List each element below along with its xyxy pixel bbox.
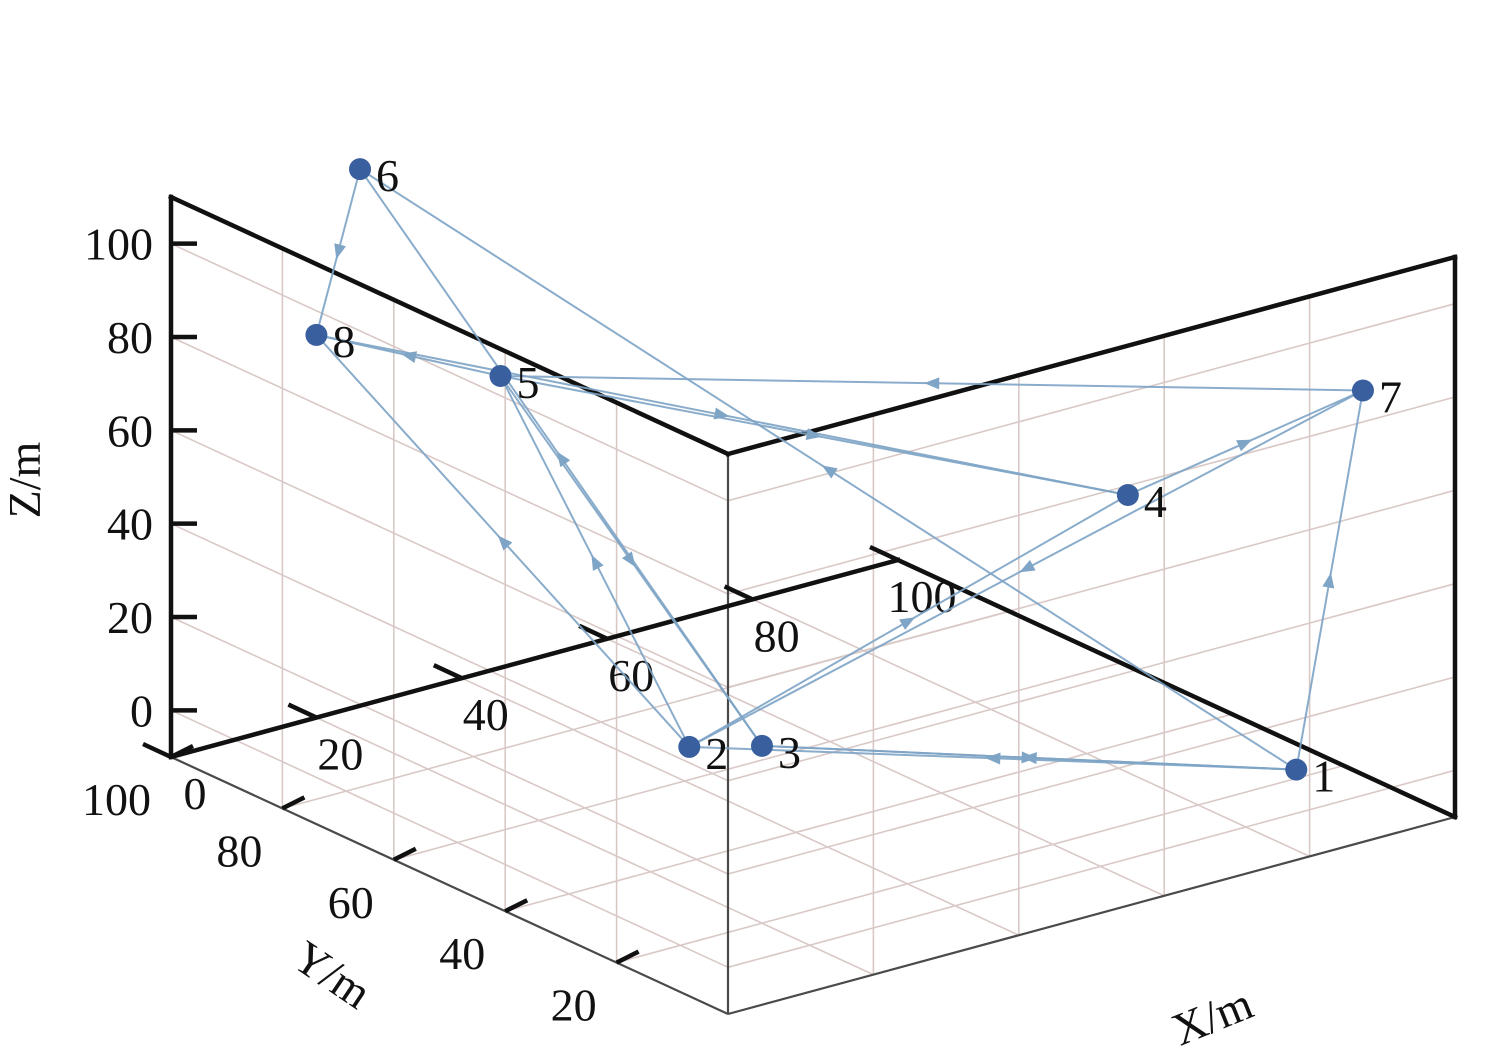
z-tick-label: 40: [107, 499, 153, 550]
frame-x-axis: [168, 557, 901, 760]
z-tick-label: 0: [130, 685, 153, 736]
z-tick-label: 20: [107, 592, 153, 643]
point-label: 8: [332, 316, 355, 367]
grid-line-floor-x: [606, 638, 1165, 897]
x-tick-mark: [432, 663, 463, 681]
path-arrow: [985, 752, 1001, 765]
x-tick-mark: [723, 584, 754, 602]
inner-axis-x: [727, 815, 1456, 1016]
path-arrow: [1236, 439, 1253, 452]
point-label: 6: [376, 150, 399, 201]
y-tick-label: 60: [328, 877, 374, 928]
y-axis-title: Y/m: [284, 931, 380, 1019]
grid-line-right-wall-z: [727, 396, 1456, 595]
grid-line-floor-y: [616, 764, 1344, 964]
path-arrow: [497, 535, 513, 551]
data-point: [751, 734, 773, 757]
x-tick-mark: [578, 623, 609, 641]
x-tick-mark: [287, 702, 318, 720]
y-tick-mark: [504, 898, 529, 914]
grid-line-right-wall-z: [727, 769, 1456, 969]
x-tick-label: 60: [608, 650, 654, 701]
grid-line-floor-y: [393, 662, 1122, 861]
axis-frame: [168, 194, 1458, 1016]
path-arrow: [401, 351, 418, 363]
y-tick-label: 100: [82, 774, 151, 825]
y-tick-mark: [392, 846, 417, 862]
data-point: [1116, 483, 1139, 506]
data-point: [1285, 758, 1308, 781]
y-tick-mark: [281, 795, 306, 811]
grid-line-right-wall-z: [727, 676, 1456, 875]
grid-line-right-wall-z: [727, 582, 1456, 782]
data-point: [349, 158, 372, 181]
grid-line-left-wall-z: [170, 522, 729, 782]
x-tick-label: 80: [754, 610, 800, 661]
frame-top-right: [725, 254, 1458, 457]
point-label: 2: [705, 728, 728, 779]
x-tick-mark: [142, 741, 172, 760]
grid-line-right-wall-z: [727, 302, 1456, 502]
path-arrow: [1021, 751, 1037, 764]
grid-line-floor-x: [461, 677, 1020, 936]
path-arrow: [622, 551, 636, 568]
x-axis-title: X/m: [1165, 977, 1260, 1050]
y-tick-mark: [615, 949, 640, 965]
path-arrow: [556, 451, 571, 468]
y-tick-mark: [169, 743, 195, 760]
point-label: 4: [1144, 476, 1167, 527]
z-tick-label: 80: [107, 312, 153, 363]
path-arrow: [899, 617, 916, 630]
grid-line-floor-x: [752, 598, 1310, 858]
y-tick-label: 40: [439, 928, 485, 979]
grid-line-left-wall-z: [170, 616, 729, 875]
z-tick-label: 100: [84, 219, 153, 270]
path-arrow: [924, 377, 940, 390]
z-axis-title: Z/m: [0, 441, 50, 518]
path-arrow: [1322, 572, 1335, 589]
grid-line-left-wall-z: [170, 709, 729, 969]
path-arrow: [805, 428, 822, 440]
z-tick-label: 60: [107, 405, 153, 456]
data-point: [678, 735, 701, 758]
grid-line-left-wall-z: [170, 242, 729, 502]
data-point: [489, 364, 512, 387]
point-label: 1: [1312, 751, 1335, 802]
y-tick-label: 80: [216, 825, 262, 876]
x-tick-label: 0: [184, 768, 207, 819]
path-arrow: [1019, 559, 1036, 573]
x-tick-label: 20: [317, 729, 363, 780]
grid-line-floor-x: [316, 716, 874, 976]
path-arrow: [713, 407, 730, 420]
grid-line-right-wall-z: [727, 489, 1456, 689]
data-point: [1351, 379, 1374, 402]
path-arrow: [821, 465, 838, 479]
path-layer: [315, 168, 1364, 771]
grid-line-left-wall-z: [170, 336, 729, 595]
grid-line-left-wall-z: [170, 429, 729, 689]
y-tick-label: 20: [551, 980, 597, 1031]
frame-top-left: [168, 194, 731, 457]
frame-y-axis: [895, 557, 1458, 820]
grid-line-floor-y: [504, 713, 1233, 912]
data-point: [305, 323, 328, 346]
point-label: 3: [778, 727, 801, 778]
point-label: 7: [1379, 371, 1402, 422]
x-tick-label: 40: [463, 689, 509, 740]
inner-axis-y: [170, 756, 729, 1015]
path-arrow: [591, 554, 604, 571]
point-label: 5: [517, 357, 540, 408]
x-tick-mark: [869, 544, 899, 563]
path-arrow: [334, 243, 346, 260]
